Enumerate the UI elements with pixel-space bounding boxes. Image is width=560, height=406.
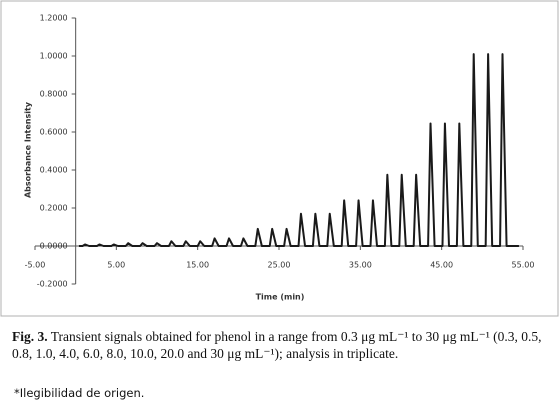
x-tick-label: 15.00: [186, 261, 209, 270]
y-tick-label: -0.2000: [37, 280, 68, 289]
x-axis-label: Time (min): [256, 293, 305, 302]
y-tick-label: 0.8000: [40, 90, 68, 99]
x-tick-label: 45.00: [430, 261, 453, 270]
y-tick-label: 1.2000: [40, 14, 68, 23]
x-tick-label: -5.00: [25, 261, 46, 270]
note: *Ilegibilidad de origen.: [14, 386, 145, 400]
x-tick-label: 35.00: [349, 261, 372, 270]
y-axis-label: Absorbance Intensity: [24, 101, 33, 198]
chart: Time (min) Absorbance Intensity -0.2000 0…: [0, 0, 559, 317]
y-tick-label: 1.0000: [40, 52, 68, 61]
caption-text: Transient signals obtained for phenol in…: [12, 329, 542, 361]
y-tick-label: 0.0000: [40, 242, 68, 251]
x-tick-label: 5.00: [107, 261, 125, 270]
signal-line: [78, 53, 519, 247]
y-tick-label: 0.2000: [40, 204, 68, 213]
chart-frame: [0, 0, 559, 317]
figure-caption: Fig. 3. Transient signals obtained for p…: [12, 328, 552, 362]
y-tick-label: 0.4000: [40, 166, 68, 175]
caption-label: Fig. 3.: [12, 329, 48, 344]
x-tick-label: 25.00: [268, 261, 291, 270]
x-tick-label: 55.00: [512, 261, 535, 270]
y-tick-label: 0.6000: [40, 128, 68, 137]
